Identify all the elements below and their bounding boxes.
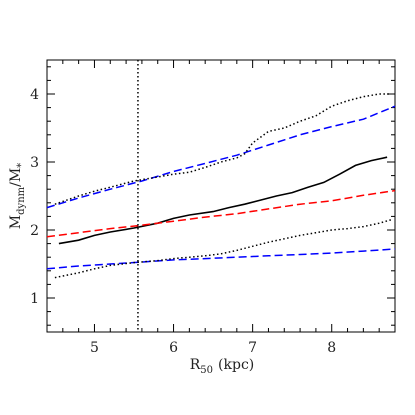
series-line-2 (46, 189, 396, 238)
x-tick-label: 7 (248, 340, 257, 356)
series-line-3 (46, 105, 396, 209)
y-axis-label-sub: dynm (16, 186, 27, 214)
x-axis-label-main: R (190, 357, 201, 373)
data-series (46, 93, 396, 279)
x-axis-label-sub: 50 (200, 365, 213, 376)
axis-ticks: 5 6 7 8 1 2 3 4 (30, 60, 396, 356)
y-tick-label: 4 (30, 87, 39, 103)
x-tick-label: 5 (90, 340, 99, 356)
x-tick-label: 6 (169, 340, 178, 356)
series-line-4 (46, 248, 396, 270)
series-line-6 (54, 219, 392, 279)
x-axis-label: R50 (kpc) (190, 357, 255, 376)
series-line-1 (58, 156, 388, 245)
y-tick-label: 1 (30, 291, 39, 307)
plot-frame (46, 59, 396, 333)
y-axis-label-main: M (8, 215, 24, 229)
y-axis-label: Mdynm/M* (8, 163, 27, 229)
series-line-5 (54, 93, 391, 205)
y-axis-label-denom-sub: * (16, 163, 27, 168)
y-tick-label: 3 (30, 155, 39, 171)
y-axis-label-denom: /M (8, 168, 24, 187)
y-tick-label: 2 (30, 223, 39, 239)
x-tick-label: 8 (327, 340, 336, 356)
x-axis-label-unit: (kpc) (218, 357, 254, 373)
